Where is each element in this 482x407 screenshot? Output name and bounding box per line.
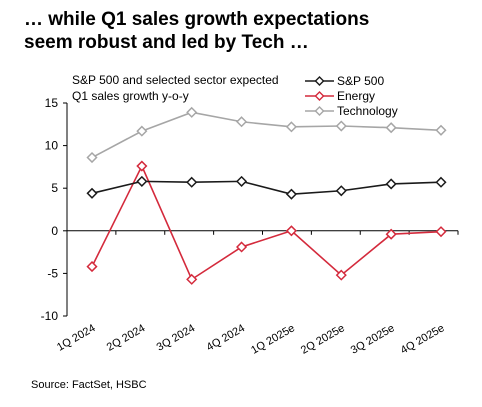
series-technology — [86, 106, 447, 164]
data-point-energy — [86, 261, 98, 273]
data-point-s-p-500 — [86, 187, 98, 199]
y-tick-label: -5 — [47, 266, 58, 280]
data-point-energy — [186, 273, 198, 285]
data-point-s-p-500 — [186, 176, 198, 188]
y-tick-label: 0 — [51, 224, 58, 238]
x-tick-label: 4Q 2025e — [399, 322, 447, 357]
annotation-line: S&P 500 and selected sector expected — [72, 73, 279, 87]
x-tick-label: 3Q 2025e — [349, 322, 397, 357]
x-tick-label: 2Q 2025e — [299, 322, 347, 357]
chart-title: … while Q1 sales growth expectations see… — [24, 9, 370, 53]
y-tick-label: 10 — [45, 139, 59, 153]
data-point-s-p-500 — [435, 176, 447, 188]
chart-series — [86, 106, 447, 285]
x-tick-label: 3Q 2024 — [155, 322, 198, 353]
data-point-technology — [335, 120, 347, 132]
x-tick-label: 4Q 2024 — [205, 322, 248, 353]
data-point-energy — [435, 226, 447, 238]
data-point-energy — [335, 269, 347, 281]
x-tick-label: 1Q 2024 — [55, 322, 98, 353]
y-tick-label: -10 — [41, 309, 59, 323]
legend-swatch-marker — [314, 76, 325, 86]
annotation-line: Q1 sales growth y-o-y — [72, 89, 189, 103]
data-point-technology — [236, 116, 248, 128]
data-point-energy — [136, 160, 148, 172]
legend-label: Energy — [337, 89, 375, 103]
legend-label: S&P 500 — [337, 74, 384, 88]
legend-item-energy: Energy — [305, 89, 375, 103]
data-point-energy — [285, 225, 297, 237]
series-line-technology — [91, 111, 442, 159]
legend-label: Technology — [337, 104, 398, 118]
legend-item-s-p-500: S&P 500 — [305, 74, 384, 88]
series-line-s-p-500 — [91, 180, 442, 195]
data-point-s-p-500 — [236, 175, 248, 187]
data-point-technology — [136, 125, 148, 137]
source-note: Source: FactSet, HSBC — [31, 379, 147, 391]
data-point-technology — [186, 106, 198, 118]
series-s-p-500 — [86, 175, 447, 200]
data-point-technology — [385, 122, 397, 134]
data-point-s-p-500 — [136, 175, 148, 187]
data-point-s-p-500 — [335, 185, 347, 197]
data-point-technology — [86, 151, 98, 164]
y-tick-label: 15 — [45, 96, 59, 110]
legend-swatch-marker — [314, 91, 325, 101]
chart-axes: -10 -5 0 5 10 15 1Q 2024 2Q 2024 3Q 2024 4Q 2024 1… — [41, 96, 459, 357]
data-point-energy — [385, 228, 397, 240]
data-point-technology — [285, 121, 297, 133]
legend-item-technology: Technology — [305, 104, 398, 118]
data-point-s-p-500 — [385, 178, 397, 190]
series-line-energy — [91, 164, 442, 281]
chart-annotation: S&P 500 and selected sector expected Q1 s… — [72, 73, 279, 103]
y-tick-label: 5 — [51, 181, 58, 195]
x-tick-label: 1Q 2025e — [249, 322, 297, 357]
series-energy — [86, 160, 447, 285]
legend-swatch-marker — [314, 106, 325, 116]
data-point-s-p-500 — [285, 188, 297, 200]
data-point-technology — [435, 124, 447, 136]
x-tick-label: 2Q 2024 — [105, 322, 148, 353]
data-point-energy — [236, 241, 248, 253]
